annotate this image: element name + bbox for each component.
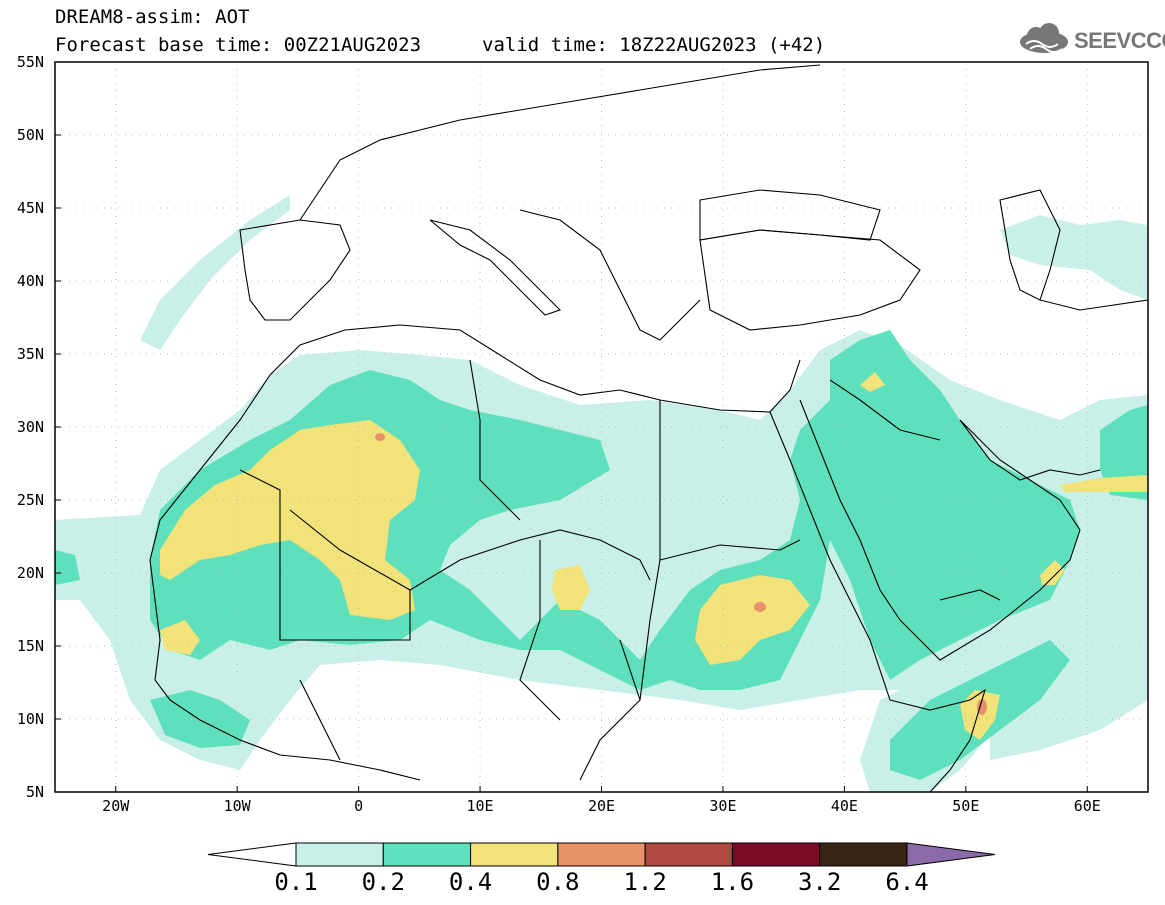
longitude-label: 40E [830, 797, 858, 815]
colorbar-label: 1.6 [710, 868, 755, 896]
aot-band-0.4 [1040, 560, 1065, 585]
colorbar-label: 1.2 [623, 868, 667, 896]
aot-band-0.4 [960, 690, 1000, 740]
colorbar-over-triangle [906, 842, 996, 867]
colorbar-segment [295, 842, 384, 867]
colorbar-label: 3.2 [798, 868, 842, 896]
longitude-label: 30E [709, 797, 737, 815]
aot-band-0.8 [977, 699, 987, 715]
coastlines-borders [149, 64, 1148, 792]
latitude-label: 50N [16, 126, 44, 144]
aot-band-0.4 [1060, 475, 1148, 492]
colorbar-label: 6.4 [885, 868, 929, 896]
colorbar-label: 0.8 [536, 868, 580, 896]
longitude-label: 20E [587, 797, 616, 815]
aot-band-0.1 [990, 590, 1148, 760]
longitude-label: 60E [1073, 797, 1101, 815]
colorbar-label: 0.1 [274, 868, 318, 896]
colorbar-segment [470, 842, 559, 867]
cloud-icon [1020, 23, 1068, 53]
latitude-label: 45N [16, 199, 44, 217]
longitude-label: 10E [466, 797, 494, 815]
aot-field [55, 195, 1148, 792]
aot-band-0.4 [860, 372, 885, 392]
colorbar-label: 0.2 [361, 868, 405, 896]
longitude-label: 50E [952, 797, 980, 815]
map-title: DREAM8-assim: AOT [55, 6, 250, 28]
latitude-label: 30N [16, 418, 44, 436]
colorbar-segment [382, 842, 472, 867]
latitude-label: 25N [16, 491, 44, 509]
aot-band-0.4 [695, 575, 810, 665]
aot-band-0.2 [150, 690, 250, 748]
colorbar-segment [731, 842, 821, 867]
forecast-base-time: Forecast base time: 00Z21AUG2023 [55, 34, 422, 56]
seevccc-logo: SEEVCCC [1016, 22, 1165, 58]
latitude-label: 40N [16, 272, 44, 290]
latitude-label: 10N [16, 710, 44, 728]
longitude-label: 0 [354, 797, 364, 815]
latitude-label: 55N [16, 53, 44, 71]
longitude-label: 20W [102, 797, 130, 815]
colorbar-segment [644, 842, 733, 867]
latitude-label: 15N [16, 637, 44, 655]
colorbar-under-triangle [207, 842, 297, 867]
longitude-label: 10W [223, 797, 251, 815]
aot-band-0.8 [375, 433, 385, 441]
aot-band-0.4 [552, 565, 590, 610]
latitude-label: 20N [16, 564, 44, 582]
aot-band-0.4 [160, 420, 420, 620]
aot-band-0.8 [754, 602, 766, 612]
axis-ticks [55, 61, 1088, 793]
latitude-label: 5N [25, 783, 44, 801]
colorbar-label: 0.4 [448, 868, 493, 896]
valid-time: valid time: 18Z22AUG2023 (+42) [482, 34, 826, 56]
aot-band-0.2 [55, 550, 80, 585]
aot-band-0.4 [160, 620, 200, 655]
latitude-label: 35N [16, 345, 44, 363]
colorbar-segment [557, 842, 646, 867]
colorbar-segment [819, 842, 908, 867]
logo-text: SEEVCCC [1074, 28, 1165, 53]
aot-band-0.1 [140, 195, 290, 350]
aot-band-0.1 [1000, 215, 1148, 300]
